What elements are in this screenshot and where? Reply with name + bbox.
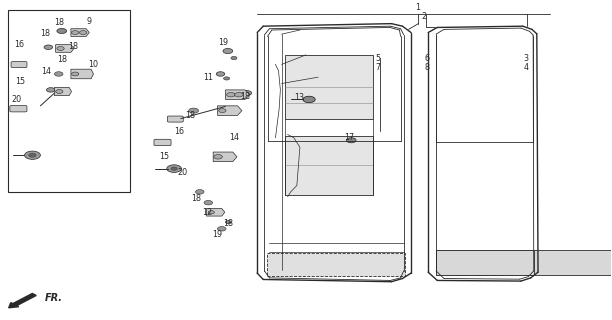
Text: 18: 18 bbox=[68, 42, 78, 51]
Circle shape bbox=[80, 31, 87, 35]
Bar bbox=[436, 250, 612, 275]
Text: 19: 19 bbox=[218, 38, 229, 47]
FancyArrow shape bbox=[9, 293, 36, 308]
Text: FR.: FR. bbox=[45, 293, 62, 303]
Circle shape bbox=[204, 200, 212, 205]
Bar bbox=[8, 10, 130, 192]
Circle shape bbox=[234, 92, 243, 97]
Circle shape bbox=[346, 138, 356, 143]
Circle shape bbox=[57, 47, 64, 50]
Bar bbox=[285, 55, 373, 119]
Text: 3: 3 bbox=[523, 53, 528, 62]
Text: 6: 6 bbox=[424, 53, 430, 62]
Bar bbox=[267, 253, 405, 276]
Polygon shape bbox=[217, 106, 242, 116]
Text: 7: 7 bbox=[375, 63, 380, 72]
Text: 14: 14 bbox=[42, 68, 51, 76]
Circle shape bbox=[217, 227, 226, 231]
Text: 18: 18 bbox=[54, 18, 64, 27]
Circle shape bbox=[208, 211, 214, 214]
Text: 14: 14 bbox=[230, 133, 239, 142]
Circle shape bbox=[216, 72, 225, 76]
Polygon shape bbox=[71, 69, 94, 79]
Text: 4: 4 bbox=[523, 63, 528, 72]
Circle shape bbox=[167, 165, 181, 172]
Text: 18: 18 bbox=[223, 219, 233, 228]
Text: 2: 2 bbox=[421, 12, 427, 21]
Text: 15: 15 bbox=[15, 76, 25, 85]
Circle shape bbox=[56, 90, 63, 93]
Polygon shape bbox=[213, 152, 237, 162]
Circle shape bbox=[188, 108, 198, 113]
Polygon shape bbox=[71, 29, 89, 36]
Circle shape bbox=[24, 151, 40, 159]
Text: 18: 18 bbox=[240, 92, 250, 101]
Text: 18: 18 bbox=[185, 111, 195, 120]
Text: 9: 9 bbox=[87, 17, 92, 26]
Text: 8: 8 bbox=[424, 63, 430, 72]
Text: 20: 20 bbox=[177, 168, 188, 177]
Text: 13: 13 bbox=[294, 93, 304, 102]
Circle shape bbox=[44, 45, 53, 50]
Text: 11: 11 bbox=[203, 73, 214, 82]
Text: 5: 5 bbox=[375, 53, 380, 62]
Polygon shape bbox=[206, 208, 225, 216]
Text: 18: 18 bbox=[40, 29, 50, 38]
Circle shape bbox=[303, 96, 315, 103]
Circle shape bbox=[72, 31, 79, 35]
Circle shape bbox=[223, 49, 233, 53]
Circle shape bbox=[223, 77, 230, 80]
Text: 1: 1 bbox=[415, 3, 420, 12]
Text: 18: 18 bbox=[191, 194, 201, 203]
Circle shape bbox=[171, 167, 177, 170]
Circle shape bbox=[47, 88, 55, 92]
FancyBboxPatch shape bbox=[10, 106, 27, 112]
Circle shape bbox=[54, 72, 63, 76]
Circle shape bbox=[225, 220, 231, 224]
Text: 19: 19 bbox=[212, 230, 223, 239]
Text: 20: 20 bbox=[11, 95, 21, 104]
Circle shape bbox=[214, 155, 222, 159]
Circle shape bbox=[218, 109, 226, 113]
Circle shape bbox=[226, 92, 235, 97]
Text: 10: 10 bbox=[89, 60, 99, 69]
Circle shape bbox=[195, 190, 204, 194]
Circle shape bbox=[29, 153, 36, 157]
Text: 16: 16 bbox=[14, 40, 24, 49]
Circle shape bbox=[242, 91, 252, 96]
Polygon shape bbox=[56, 45, 74, 52]
FancyBboxPatch shape bbox=[154, 139, 171, 146]
Circle shape bbox=[72, 72, 79, 76]
FancyBboxPatch shape bbox=[11, 61, 27, 68]
Circle shape bbox=[231, 56, 237, 60]
Bar bbox=[285, 136, 373, 195]
Polygon shape bbox=[54, 87, 72, 96]
Text: 12: 12 bbox=[202, 208, 212, 217]
Text: 18: 18 bbox=[57, 55, 67, 64]
Circle shape bbox=[57, 28, 67, 34]
FancyBboxPatch shape bbox=[168, 116, 183, 122]
Text: 17: 17 bbox=[344, 133, 354, 142]
Text: 15: 15 bbox=[159, 152, 170, 161]
Polygon shape bbox=[225, 90, 250, 100]
Text: 16: 16 bbox=[174, 127, 185, 136]
Bar bbox=[436, 250, 534, 275]
